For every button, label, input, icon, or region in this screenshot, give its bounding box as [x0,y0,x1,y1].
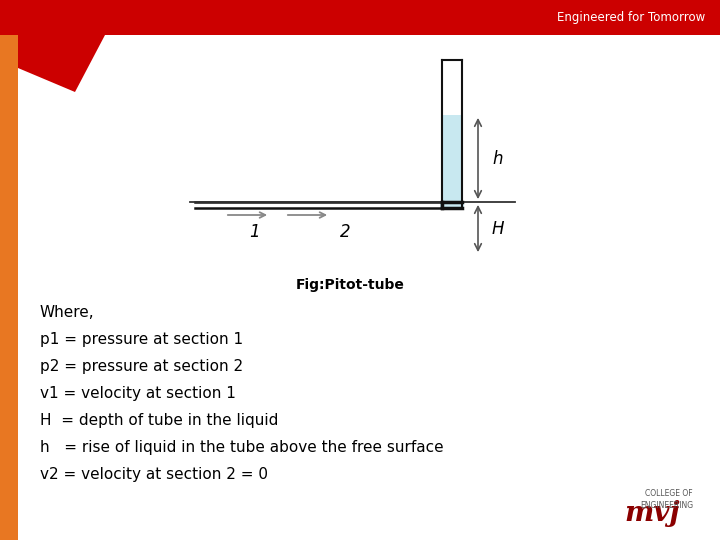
Bar [0,0,18,540]
Text: v2 = velocity at section 2 = 0: v2 = velocity at section 2 = 0 [40,467,268,482]
Text: H  = depth of tube in the liquid: H = depth of tube in the liquid [40,413,279,428]
Text: p2 = pressure at section 2: p2 = pressure at section 2 [40,359,243,374]
Text: Engineered for Tomorrow: Engineered for Tomorrow [557,11,705,24]
Text: H: H [492,219,505,238]
Text: 1: 1 [250,223,261,241]
Text: Fig:Pitot-tube: Fig:Pitot-tube [296,278,405,292]
Text: h: h [492,150,503,167]
Bar [440,202,464,208]
Bar [0,0,720,35]
Text: 2: 2 [340,223,351,241]
Text: v1 = velocity at section 1: v1 = velocity at section 1 [40,386,236,401]
Bar [442,115,462,208]
Text: mvj: mvj [624,500,680,527]
Polygon shape [0,0,105,92]
Text: COLLEGE OF
ENGINEERING: COLLEGE OF ENGINEERING [640,489,693,510]
Text: h   = rise of liquid in the tube above the free surface: h = rise of liquid in the tube above the… [40,440,444,455]
Text: p1 = pressure at section 1: p1 = pressure at section 1 [40,332,243,347]
Bar [442,202,462,208]
Text: Where,: Where, [40,305,94,320]
